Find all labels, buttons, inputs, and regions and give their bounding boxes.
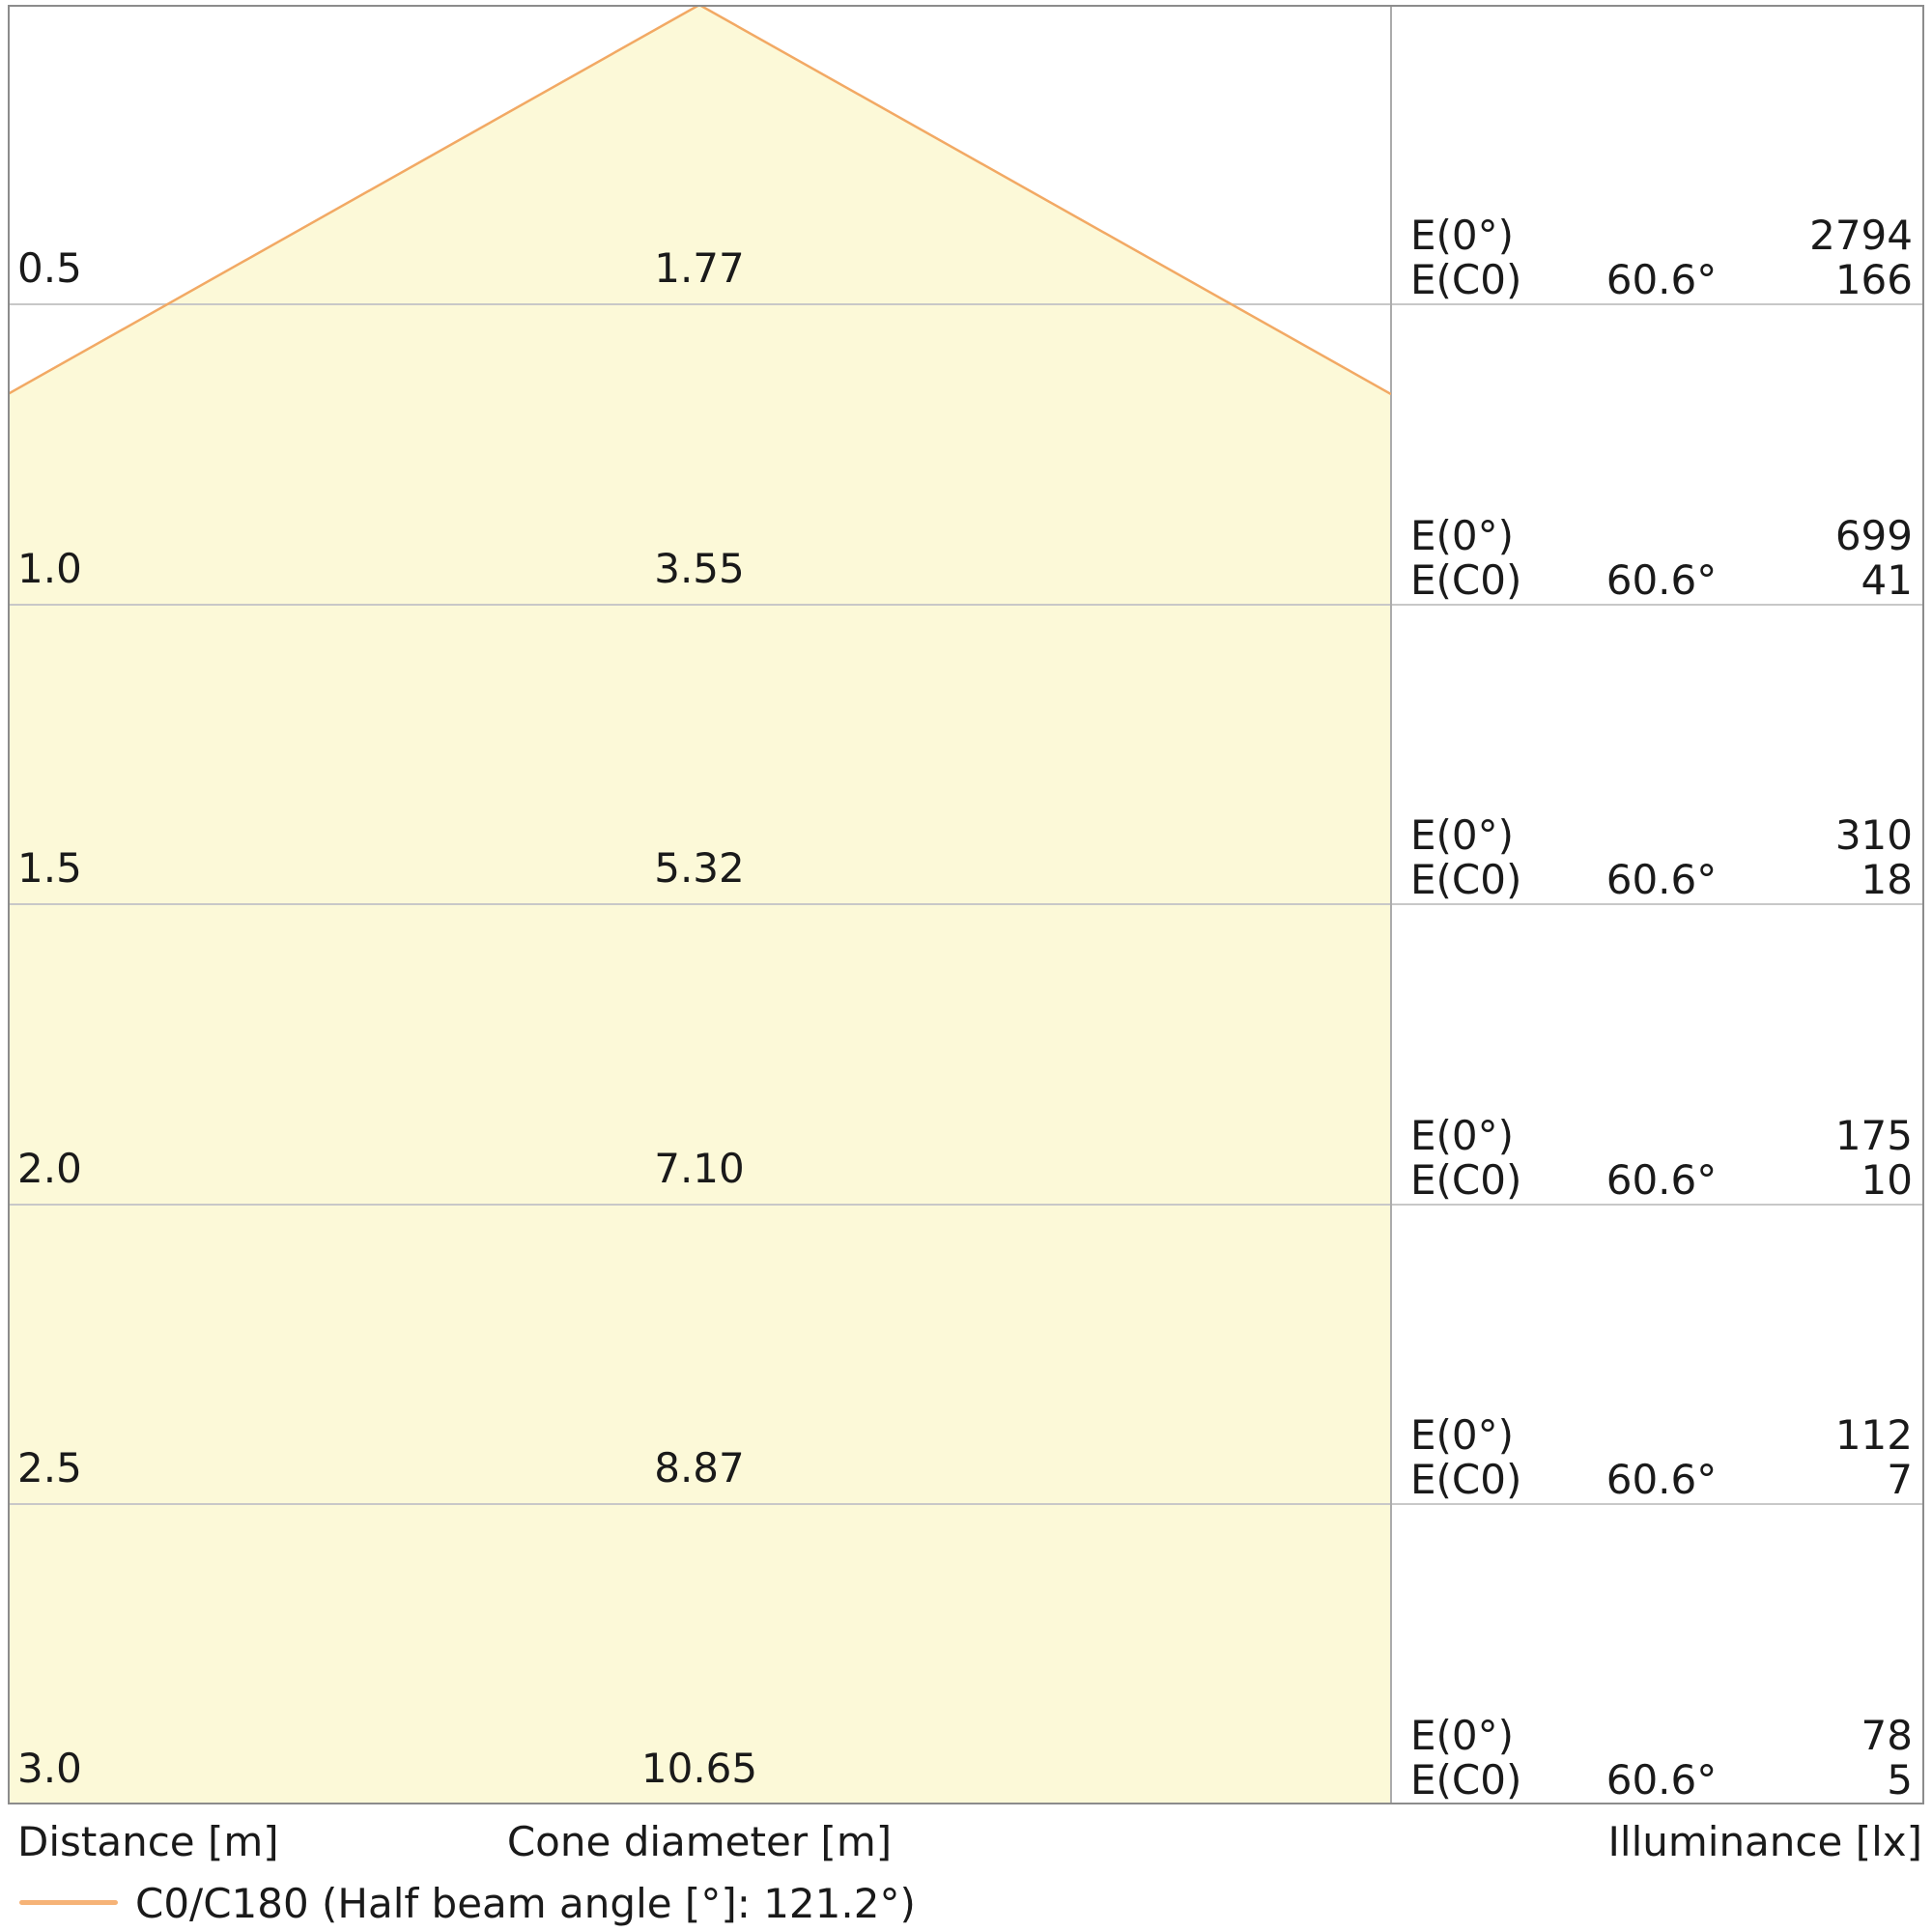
- beam-angle-value: 60.6°: [1605, 856, 1718, 903]
- beam-angle-value: 60.6°: [1605, 256, 1718, 303]
- distance-label: 2.5: [17, 1444, 82, 1492]
- e0-label: E(0°): [1410, 1411, 1515, 1459]
- gridline-1-5m: [8, 903, 1924, 905]
- gridline-2-5m: [8, 1503, 1924, 1505]
- ec0-value: 10: [1861, 1156, 1913, 1204]
- distance-label: 2.0: [17, 1145, 82, 1192]
- e0-label: E(0°): [1410, 512, 1515, 559]
- ec0-value: 41: [1861, 556, 1913, 604]
- ec0-value: 18: [1861, 856, 1913, 903]
- cone-diameter-value: 1.77: [654, 244, 745, 292]
- beam-angle-value: 60.6°: [1605, 556, 1718, 604]
- e0-value: 112: [1834, 1411, 1913, 1459]
- e0-value: 699: [1834, 512, 1913, 559]
- gridline-1-0m: [8, 604, 1924, 606]
- ec0-label: E(C0): [1410, 256, 1522, 303]
- cone-diameter-value: 5.32: [654, 844, 745, 892]
- e0-value: 175: [1834, 1112, 1913, 1159]
- ec0-label: E(C0): [1410, 556, 1522, 604]
- ec0-label: E(C0): [1410, 1456, 1522, 1503]
- e0-label: E(0°): [1410, 212, 1515, 259]
- e0-label: E(0°): [1410, 811, 1515, 859]
- ec0-label: E(C0): [1410, 856, 1522, 903]
- distance-label: 1.5: [17, 844, 82, 892]
- cone-diameter-value: 3.55: [654, 545, 745, 592]
- ec0-value: 7: [1887, 1456, 1913, 1503]
- cone-diameter-value: 10.65: [640, 1745, 758, 1792]
- legend-line-swatch: [19, 1900, 118, 1905]
- distance-label: 1.0: [17, 545, 82, 592]
- cone-diameter-value: 8.87: [654, 1444, 745, 1492]
- e0-label: E(0°): [1410, 1112, 1515, 1159]
- light-cone-edges: [8, 5, 1391, 396]
- ec0-value: 5: [1887, 1756, 1913, 1804]
- distance-axis-label: Distance [m]: [17, 1818, 279, 1865]
- beam-angle-value: 60.6°: [1605, 1156, 1718, 1204]
- distance-label: 0.5: [17, 244, 82, 292]
- e0-value: 78: [1861, 1712, 1913, 1759]
- e0-label: E(0°): [1410, 1712, 1515, 1759]
- legend-label: C0/C180 (Half beam angle [°]: 121.2°): [135, 1880, 916, 1927]
- beam-angle-value: 60.6°: [1605, 1756, 1718, 1804]
- ec0-label: E(C0): [1410, 1756, 1522, 1804]
- e0-value: 310: [1834, 811, 1913, 859]
- gridline-2-0m: [8, 1204, 1924, 1206]
- ec0-value: 166: [1834, 256, 1913, 303]
- illuminance-axis-label: Illuminance [lx]: [1607, 1818, 1922, 1865]
- e0-value: 2794: [1809, 212, 1913, 259]
- beam-angle-value: 60.6°: [1605, 1456, 1718, 1503]
- gridline-0-5m: [8, 303, 1924, 305]
- ec0-label: E(C0): [1410, 1156, 1522, 1204]
- cone-diameter-axis-label: Cone diameter [m]: [506, 1818, 893, 1865]
- cone-diameter-value: 7.10: [654, 1145, 745, 1192]
- column-divider: [1390, 5, 1392, 1804]
- distance-label: 3.0: [17, 1745, 82, 1792]
